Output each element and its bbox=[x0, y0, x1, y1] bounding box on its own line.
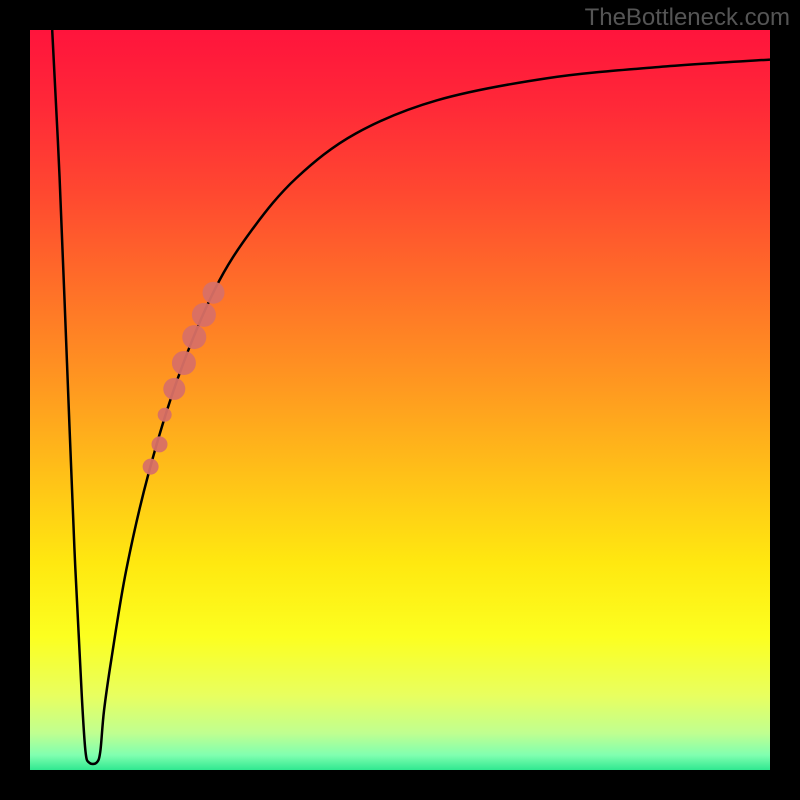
data-marker bbox=[163, 378, 185, 400]
data-marker bbox=[182, 325, 206, 349]
plot-background bbox=[30, 30, 770, 770]
bottleneck-chart bbox=[0, 0, 800, 800]
data-marker bbox=[152, 436, 168, 452]
data-marker bbox=[158, 408, 172, 422]
data-marker bbox=[143, 459, 159, 475]
watermark-text: TheBottleneck.com bbox=[585, 4, 790, 32]
data-marker bbox=[203, 282, 225, 304]
chart-container: TheBottleneck.com bbox=[0, 0, 800, 800]
data-marker bbox=[172, 351, 196, 375]
data-marker bbox=[192, 303, 216, 327]
